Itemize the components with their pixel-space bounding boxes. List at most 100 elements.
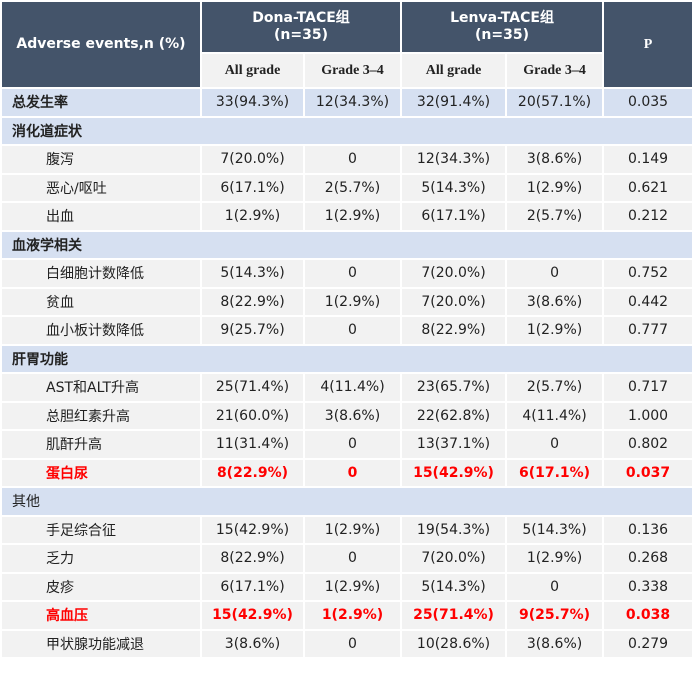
subheader-all-grade: All grade (200, 52, 305, 89)
lenva-all-grade-cell: 7(20.0%) (400, 543, 508, 574)
p-value-cell: 0.136 (602, 514, 692, 545)
lenva-grade-3-4-cell: 6(17.1%) (505, 457, 605, 488)
table-row: 出血 1(2.9%) 1(2.9%) 6(17.1%) 2(5.7%) 0.212 (0, 201, 692, 232)
table-row: 总胆红素升高 21(60.0%) 3(8.6%) 22(62.8%) 4(11.4%) 1… (0, 400, 692, 431)
table-row: 白细胞计数降低 5(14.3%) 0 7(20.0%) 0 0.752 (0, 258, 692, 289)
lenva-grade-3-4-cell: 0 (505, 258, 605, 289)
event-name: 腹泻 (0, 144, 202, 175)
lenva-grade-3-4-cell: 1(2.9%) (505, 315, 605, 346)
lenva-grade-3-4-cell: 4(11.4%) (505, 400, 605, 431)
group-name: Lenva-TACE组 (450, 10, 554, 26)
table-row: 蛋白尿 8(22.9%) 0 15(42.9%) 6(17.1%) 0.037 (0, 457, 692, 488)
lenva-all-grade-cell: 22(62.8%) (400, 400, 508, 431)
dona-grade-3-4-cell: 0 (302, 144, 403, 175)
dona-all-grade-cell: 25(71.4%) (200, 372, 305, 403)
group-n: (n=35) (274, 27, 328, 43)
dona-all-grade-cell: 9(25.7%) (200, 315, 305, 346)
event-name: 恶心/呕吐 (0, 172, 202, 203)
event-name: 手足综合征 (0, 514, 202, 545)
category-label: 其他 (0, 486, 692, 517)
dona-all-grade-cell: 11(31.4%) (200, 429, 305, 460)
event-name: 总发生率 (0, 87, 202, 118)
dona-all-grade-cell: 8(22.9%) (200, 286, 305, 317)
p-value-cell: 0.717 (602, 372, 692, 403)
dona-grade-3-4-cell: 0 (302, 457, 403, 488)
p-value-cell: 0.338 (602, 571, 692, 602)
category-row: 消化道症状 (0, 115, 692, 146)
lenva-grade-3-4-cell: 2(5.7%) (505, 372, 605, 403)
table-row: 手足综合征 15(42.9%) 1(2.9%) 19(54.3%) 5(14.3%) 0.… (0, 514, 692, 545)
dona-all-grade-cell: 7(20.0%) (200, 144, 305, 175)
event-name: 出血 (0, 201, 202, 232)
dona-grade-3-4-cell: 1(2.9%) (302, 286, 403, 317)
lenva-grade-3-4-cell: 9(25.7%) (505, 600, 605, 631)
header-lenva-tace: Lenva-TACE组 (n=35) (400, 0, 605, 54)
subheader-grade-3-4: Grade 3–4 (505, 52, 605, 89)
lenva-grade-3-4-cell: 0 (505, 571, 605, 602)
event-name: 血小板计数降低 (0, 315, 202, 346)
dona-all-grade-cell: 6(17.1%) (200, 172, 305, 203)
category-label: 肝胃功能 (0, 343, 692, 374)
dona-all-grade-cell: 15(42.9%) (200, 514, 305, 545)
p-value-cell: 0.268 (602, 543, 692, 574)
category-row: 血液学相关 (0, 229, 692, 260)
dona-all-grade-cell: 1(2.9%) (200, 201, 305, 232)
p-value-cell: 0.038 (602, 600, 692, 631)
event-name: 蛋白尿 (0, 457, 202, 488)
p-value-cell: 0.777 (602, 315, 692, 346)
lenva-all-grade-cell: 7(20.0%) (400, 286, 508, 317)
event-name: 白细胞计数降低 (0, 258, 202, 289)
lenva-all-grade-cell: 25(71.4%) (400, 600, 508, 631)
dona-grade-3-4-cell: 12(34.3%) (302, 87, 403, 118)
dona-grade-3-4-cell: 1(2.9%) (302, 600, 403, 631)
lenva-all-grade-cell: 8(22.9%) (400, 315, 508, 346)
dona-grade-3-4-cell: 1(2.9%) (302, 201, 403, 232)
lenva-grade-3-4-cell: 3(8.6%) (505, 286, 605, 317)
header-p: P (602, 0, 692, 89)
dona-grade-3-4-cell: 0 (302, 258, 403, 289)
dona-all-grade-cell: 8(22.9%) (200, 457, 305, 488)
adverse-events-table: Adverse events,n (%) Dona-TACE组 (n=35) Le… (0, 0, 692, 659)
group-n: (n=35) (475, 27, 530, 43)
lenva-grade-3-4-cell: 5(14.3%) (505, 514, 605, 545)
table-row: 恶心/呕吐 6(17.1%) 2(5.7%) 5(14.3%) 1(2.9%) 0.621 (0, 172, 692, 203)
lenva-all-grade-cell: 32(91.4%) (400, 87, 508, 118)
dona-all-grade-cell: 8(22.9%) (200, 543, 305, 574)
dona-grade-3-4-cell: 0 (302, 429, 403, 460)
lenva-all-grade-cell: 23(65.7%) (400, 372, 508, 403)
table-row: 甲状腺功能减退 3(8.6%) 0 10(28.6%) 3(8.6%) 0.279 (0, 628, 692, 659)
lenva-grade-3-4-cell: 3(8.6%) (505, 144, 605, 175)
subheader-grade-3-4: Grade 3–4 (302, 52, 403, 89)
event-name: 贫血 (0, 286, 202, 317)
event-name: 皮疹 (0, 571, 202, 602)
lenva-all-grade-cell: 6(17.1%) (400, 201, 508, 232)
dona-all-grade-cell: 6(17.1%) (200, 571, 305, 602)
dona-all-grade-cell: 3(8.6%) (200, 628, 305, 659)
dona-all-grade-cell: 15(42.9%) (200, 600, 305, 631)
table-row: 高血压 15(42.9%) 1(2.9%) 25(71.4%) 9(25.7%) 0.03… (0, 600, 692, 631)
p-value-cell: 0.802 (602, 429, 692, 460)
table-row: 贫血 8(22.9%) 1(2.9%) 7(20.0%) 3(8.6%) 0.442 (0, 286, 692, 317)
category-label: 消化道症状 (0, 115, 692, 146)
table-row: 总发生率 33(94.3%) 12(34.3%) 32(91.4%) 20(57.1%)… (0, 87, 692, 118)
p-value-cell: 0.149 (602, 144, 692, 175)
event-name: 高血压 (0, 600, 202, 631)
dona-grade-3-4-cell: 4(11.4%) (302, 372, 403, 403)
dona-all-grade-cell: 33(94.3%) (200, 87, 305, 118)
dona-grade-3-4-cell: 0 (302, 543, 403, 574)
dona-grade-3-4-cell: 3(8.6%) (302, 400, 403, 431)
p-value-cell: 1.000 (602, 400, 692, 431)
subheader-all-grade: All grade (400, 52, 508, 89)
lenva-all-grade-cell: 12(34.3%) (400, 144, 508, 175)
lenva-all-grade-cell: 7(20.0%) (400, 258, 508, 289)
lenva-grade-3-4-cell: 1(2.9%) (505, 543, 605, 574)
group-name: Dona-TACE组 (252, 10, 350, 26)
lenva-grade-3-4-cell: 0 (505, 429, 605, 460)
event-name: 总胆红素升高 (0, 400, 202, 431)
p-value-cell: 0.442 (602, 286, 692, 317)
p-value-cell: 0.279 (602, 628, 692, 659)
lenva-grade-3-4-cell: 20(57.1%) (505, 87, 605, 118)
header-adverse-events: Adverse events,n (%) (0, 0, 202, 89)
event-name: 肌酐升高 (0, 429, 202, 460)
lenva-all-grade-cell: 15(42.9%) (400, 457, 508, 488)
